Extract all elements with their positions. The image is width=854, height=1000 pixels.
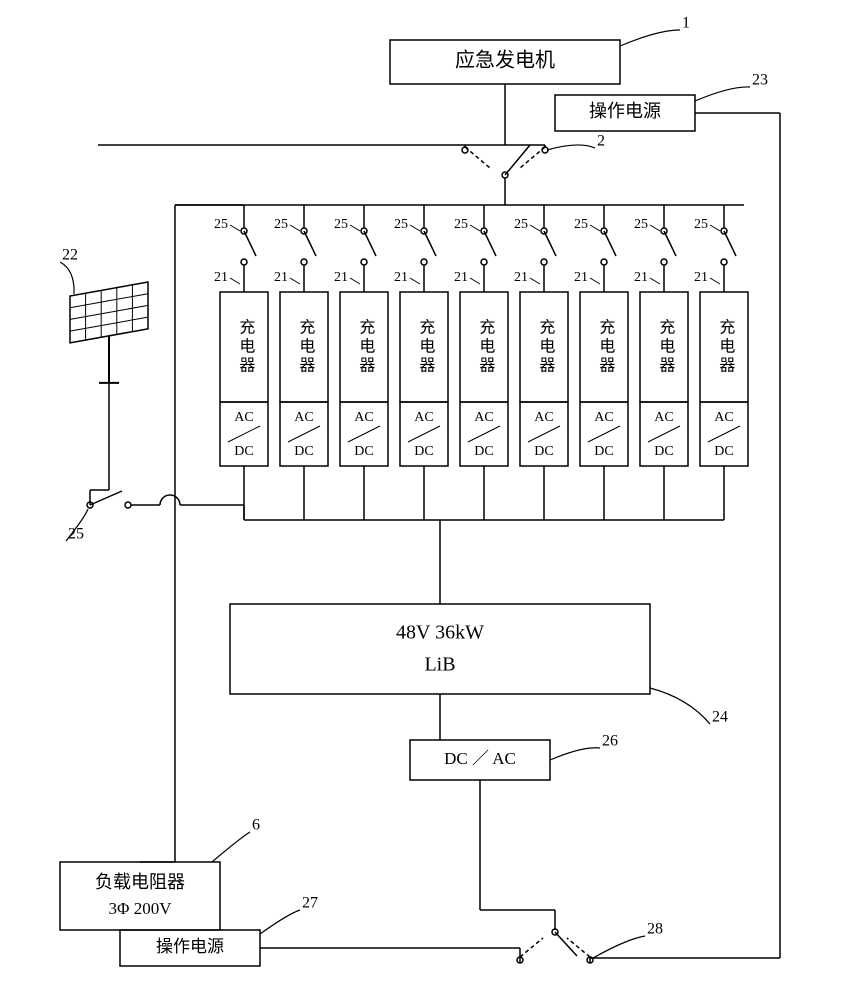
svg-text:DC: DC: [354, 444, 373, 459]
svg-text:25: 25: [274, 217, 288, 232]
svg-text:DC: DC: [414, 444, 433, 459]
svg-text:负载电阻器: 负载电阻器: [95, 872, 185, 892]
svg-text:3Φ 200V: 3Φ 200V: [109, 899, 173, 918]
svg-text:应急发电机: 应急发电机: [455, 49, 555, 72]
svg-text:25: 25: [454, 217, 468, 232]
svg-text:AC: AC: [654, 410, 673, 425]
svg-text:28: 28: [647, 921, 663, 938]
svg-text:DC: DC: [294, 444, 313, 459]
svg-text:DC: DC: [714, 444, 733, 459]
svg-text:充电器: 充电器: [416, 319, 435, 376]
svg-text:1: 1: [682, 15, 690, 32]
svg-text:AC: AC: [354, 410, 373, 425]
svg-text:DC: DC: [534, 444, 553, 459]
svg-text:21: 21: [394, 270, 408, 285]
svg-text:充电器: 充电器: [536, 319, 555, 376]
svg-text:21: 21: [214, 270, 228, 285]
svg-text:21: 21: [334, 270, 348, 285]
svg-text:充电器: 充电器: [356, 319, 375, 376]
svg-text:AC: AC: [234, 410, 253, 425]
svg-text:AC: AC: [594, 410, 613, 425]
svg-text:25: 25: [68, 526, 84, 543]
svg-text:DC: DC: [654, 444, 673, 459]
svg-text:AC: AC: [294, 410, 313, 425]
svg-text:AC: AC: [414, 410, 433, 425]
svg-text:AC: AC: [534, 410, 553, 425]
svg-text:操作电源: 操作电源: [156, 937, 224, 956]
svg-text:24: 24: [712, 709, 728, 726]
svg-text:21: 21: [274, 270, 288, 285]
svg-text:DC ／ AC: DC ／ AC: [444, 749, 516, 768]
svg-text:充电器: 充电器: [596, 319, 615, 376]
svg-text:充电器: 充电器: [476, 319, 495, 376]
svg-text:6: 6: [252, 817, 260, 834]
svg-text:2: 2: [597, 133, 605, 150]
svg-text:AC: AC: [474, 410, 493, 425]
svg-text:25: 25: [574, 217, 588, 232]
svg-text:21: 21: [454, 270, 468, 285]
svg-text:25: 25: [694, 217, 708, 232]
svg-text:充电器: 充电器: [716, 319, 735, 376]
svg-text:充电器: 充电器: [236, 319, 255, 376]
svg-text:22: 22: [62, 247, 78, 264]
svg-text:26: 26: [602, 733, 618, 750]
svg-text:25: 25: [334, 217, 348, 232]
svg-text:操作电源: 操作电源: [589, 101, 661, 121]
svg-text:25: 25: [514, 217, 528, 232]
svg-text:48V 36kW: 48V 36kW: [396, 622, 484, 644]
svg-text:25: 25: [634, 217, 648, 232]
svg-text:23: 23: [752, 72, 768, 89]
svg-text:AC: AC: [714, 410, 733, 425]
svg-text:DC: DC: [474, 444, 493, 459]
svg-text:27: 27: [302, 895, 318, 912]
svg-text:DC: DC: [234, 444, 253, 459]
svg-text:25: 25: [214, 217, 228, 232]
svg-text:充电器: 充电器: [656, 319, 675, 376]
svg-text:充电器: 充电器: [296, 319, 315, 376]
svg-text:21: 21: [514, 270, 528, 285]
svg-text:LiB: LiB: [424, 654, 455, 676]
svg-text:DC: DC: [594, 444, 613, 459]
svg-text:25: 25: [394, 217, 408, 232]
svg-text:21: 21: [634, 270, 648, 285]
svg-text:21: 21: [694, 270, 708, 285]
svg-text:21: 21: [574, 270, 588, 285]
